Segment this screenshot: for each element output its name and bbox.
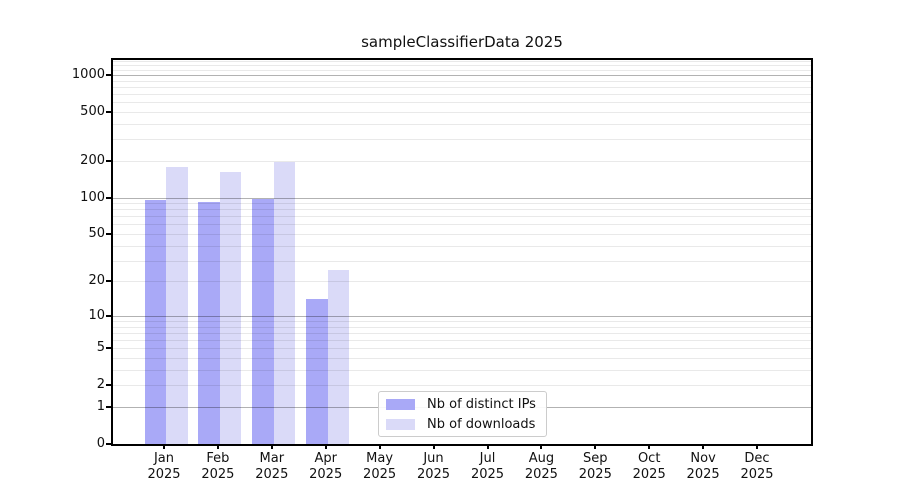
gridline-minor-40 <box>113 245 811 247</box>
y-tick-label-100: 100 <box>80 189 105 205</box>
y-tick-label-0: 0 <box>96 436 105 451</box>
gridline-minor-4 <box>113 358 811 359</box>
gridline-minor-5 <box>113 348 811 350</box>
gridline-minor-1100 <box>113 69 811 71</box>
legend-label-distinct-ips: Nb of distinct IPs <box>427 396 536 412</box>
legend-item-downloads: Nb of downloads <box>386 416 539 433</box>
legend: Nb of distinct IPs Nb of downloads <box>378 391 547 437</box>
x-tick-label-may: May 2025 <box>363 451 397 482</box>
y-tick-label-10: 10 <box>88 307 105 323</box>
gridline-minor-7 <box>113 332 811 334</box>
gridline-minor-80 <box>113 209 811 211</box>
bar-nb-of-downloads-mar <box>273 161 296 444</box>
x-tick-mar <box>270 444 273 449</box>
y-tick-label-20: 20 <box>88 273 105 289</box>
y-tick-label-5: 5 <box>96 340 105 356</box>
y-tick-10 <box>106 314 111 317</box>
gridline-minor-1300 <box>113 60 811 62</box>
gridline-minor-300 <box>113 139 811 141</box>
x-tick-jun <box>432 444 435 449</box>
bar-nb-of-distinct-ips-feb <box>198 201 220 444</box>
gridline-major-1000 <box>113 75 811 76</box>
gridline-minor-700 <box>113 94 811 95</box>
x-tick-aug <box>540 444 543 449</box>
gridline-minor-1200 <box>113 65 811 67</box>
x-tick-may <box>378 444 381 449</box>
gridline-minor-200 <box>113 160 811 162</box>
gridline-minor-9 <box>113 321 811 322</box>
gridline-minor-500 <box>113 111 811 113</box>
x-tick-label-mar: Mar 2025 <box>255 451 289 482</box>
legend-item-distinct-ips: Nb of distinct IPs <box>386 396 539 413</box>
gridline-minor-50 <box>113 234 811 235</box>
y-tick-1000 <box>106 74 111 76</box>
x-tick-dec <box>756 444 758 449</box>
x-tick-label-jun: Jun 2025 <box>416 451 451 482</box>
gridline-minor-8 <box>113 326 811 328</box>
x-tick-jul <box>486 444 489 449</box>
y-tick-0 <box>106 443 111 445</box>
y-tick-label-1: 1 <box>96 399 105 414</box>
x-tick-nov <box>702 444 705 449</box>
x-tick-label-nov: Nov 2025 <box>686 451 720 482</box>
gridline-minor-70 <box>113 216 811 218</box>
y-tick-200 <box>106 159 111 162</box>
x-tick-apr <box>324 444 327 449</box>
x-tick-label-jan: Jan 2025 <box>147 451 181 482</box>
bar-nb-of-downloads-feb <box>219 172 242 444</box>
legend-swatch-downloads <box>386 418 415 430</box>
y-tick-20 <box>106 280 111 283</box>
gridline-minor-30 <box>113 260 811 262</box>
gridline-major-100 <box>113 197 811 199</box>
grid-layer <box>113 60 811 444</box>
gridline-minor-20 <box>113 281 811 283</box>
x-tick-label-oct: Oct 2025 <box>632 451 666 482</box>
plot-area <box>111 58 813 446</box>
bar-nb-of-distinct-ips-apr <box>306 299 328 444</box>
y-tick-label-500: 500 <box>80 103 105 119</box>
bar-nb-of-distinct-ips-jan <box>144 200 166 444</box>
gridline-minor-6 <box>113 340 811 342</box>
y-tick-50 <box>106 233 111 235</box>
y-tick-label-1000: 1000 <box>71 67 105 82</box>
bars-layer <box>113 60 811 444</box>
y-tick-2 <box>106 384 111 387</box>
x-tick-label-jul: Jul 2025 <box>470 451 505 482</box>
x-tick-label-feb: Feb 2025 <box>201 451 235 482</box>
x-tick-sep <box>594 444 597 449</box>
y-tick-label-2: 2 <box>96 377 105 393</box>
bar-nb-of-downloads-jan <box>166 167 188 444</box>
gridline-minor-400 <box>113 123 811 125</box>
gridline-minor-800 <box>113 86 811 88</box>
gridline-minor-900 <box>113 80 811 82</box>
gridline-minor-3 <box>113 369 811 371</box>
x-tick-oct <box>648 444 651 449</box>
y-tick-label-200: 200 <box>80 152 105 168</box>
bar-nb-of-distinct-ips-mar <box>252 198 274 444</box>
x-tick-label-aug: Aug 2025 <box>524 451 558 482</box>
y-tick-label-50: 50 <box>88 226 105 241</box>
x-tick-label-apr: Apr 2025 <box>309 451 343 482</box>
gridline-major-10 <box>113 315 811 317</box>
y-tick-1 <box>106 406 111 408</box>
gridline-minor-2 <box>113 385 811 387</box>
legend-label-downloads: Nb of downloads <box>427 416 536 432</box>
gridline-minor-60 <box>113 224 811 226</box>
y-tick-500 <box>106 110 111 113</box>
bar-nb-of-downloads-apr <box>327 270 350 444</box>
legend-swatch-distinct-ips <box>386 398 415 410</box>
y-tick-5 <box>106 347 111 350</box>
x-tick-feb <box>216 444 219 449</box>
gridline-minor-600 <box>113 102 811 104</box>
chart-title: sampleClassifierData 2025 <box>361 33 563 51</box>
gridline-minor-90 <box>113 203 811 204</box>
y-tick-100 <box>106 196 111 199</box>
x-tick-jan <box>163 444 165 449</box>
x-tick-label-sep: Sep 2025 <box>578 451 612 482</box>
x-tick-label-dec: Dec 2025 <box>740 451 774 482</box>
